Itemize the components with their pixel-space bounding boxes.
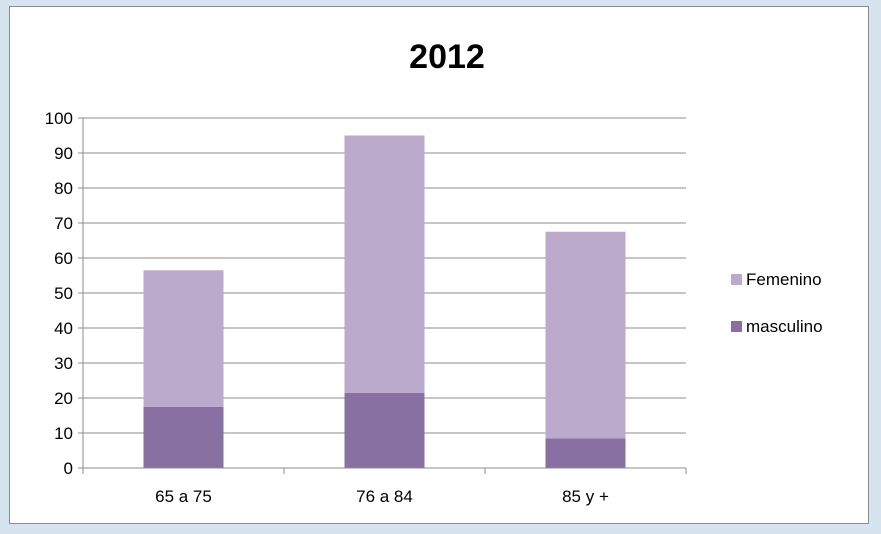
y-tick-label: 80 <box>54 179 73 198</box>
y-tick-label: 70 <box>54 214 73 233</box>
bar-femenino-2 <box>344 135 425 393</box>
x-tick-label: 85 y + <box>562 487 609 506</box>
axis-layer: 0 10 20 30 40 50 60 70 80 90 100 65 a 75 76 a 84 85 y… <box>45 109 687 506</box>
y-tick-label: 90 <box>54 144 73 163</box>
y-tick-label: 50 <box>54 284 73 303</box>
chart-frame: 2012 0 10 20 30 40 50 60 70 80 90 100 65 a 75 76 a 8… <box>9 6 869 524</box>
y-tick-label: 30 <box>54 354 73 373</box>
legend-label-masculino: masculino <box>746 317 823 336</box>
x-tick-label: 76 a 84 <box>356 487 413 506</box>
bars-layer <box>143 135 626 468</box>
x-tick-label: 65 a 75 <box>155 487 212 506</box>
chart-title: 2012 <box>409 38 485 76</box>
legend-swatch-femenino <box>731 274 742 285</box>
bar-femenino-1 <box>143 270 224 407</box>
chart-svg: 2012 0 10 20 30 40 50 60 70 80 90 100 65 a 75 76 a 8… <box>45 38 823 506</box>
bar-femenino-3 <box>545 231 626 439</box>
legend-label-femenino: Femenino <box>746 270 822 289</box>
y-tick-label: 0 <box>64 459 73 478</box>
y-tick-label: 60 <box>54 249 73 268</box>
bar-masculino-3 <box>545 438 626 468</box>
y-tick-label: 10 <box>54 424 73 443</box>
legend: Femenino masculino <box>731 270 823 336</box>
y-tick-label: 100 <box>45 109 73 128</box>
bar-masculino-1 <box>143 406 224 468</box>
bar-masculino-2 <box>344 392 425 468</box>
legend-swatch-masculino <box>731 321 742 332</box>
y-tick-label: 40 <box>54 319 73 338</box>
y-tick-label: 20 <box>54 389 73 408</box>
